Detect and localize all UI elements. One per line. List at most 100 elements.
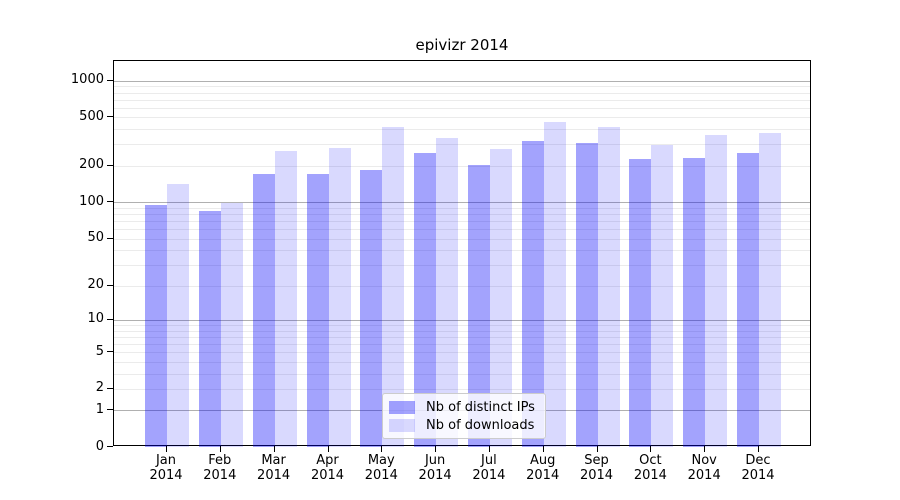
y-axis-tick-label: 100 xyxy=(79,193,104,209)
x-axis-tick-label: Dec 2014 xyxy=(741,453,775,483)
chart-title: epivizr 2014 xyxy=(415,36,509,54)
x-axis-tick xyxy=(704,446,706,452)
gridline-minor xyxy=(114,352,810,353)
y-axis-tick-label: 0 xyxy=(95,438,104,454)
bar-downloads-sep xyxy=(597,127,620,447)
gridline-minor xyxy=(114,144,810,146)
y-axis-tick xyxy=(107,446,113,447)
gridline-minor xyxy=(114,324,810,326)
gridline-minor xyxy=(114,129,810,131)
bar-distinct-ips-mar xyxy=(252,174,275,447)
y-axis-tick xyxy=(107,116,113,118)
x-axis-tick xyxy=(542,446,544,452)
gridline-minor xyxy=(114,107,810,109)
y-axis-tick-label: 2 xyxy=(95,380,104,396)
bar-distinct-ips-feb xyxy=(198,211,221,447)
x-axis-tick-label: Aug 2014 xyxy=(526,453,560,483)
x-axis-tick-label: Nov 2014 xyxy=(687,453,721,483)
bar-downloads-jun xyxy=(436,137,459,447)
x-axis-tick-label: Jun 2014 xyxy=(418,453,452,483)
legend-label-downloads: Nb of downloads xyxy=(426,418,535,433)
bar-distinct-ips-sep xyxy=(575,142,598,447)
x-axis-tick xyxy=(435,446,437,452)
bar-downloads-may xyxy=(382,126,405,447)
y-axis-tick-label: 20 xyxy=(87,277,104,293)
legend-label-distinct-ips: Nb of distinct IPs xyxy=(426,400,535,415)
x-axis-tick xyxy=(381,446,383,452)
legend-item-downloads: Nb of downloads xyxy=(389,418,537,433)
gridline-major xyxy=(114,80,810,82)
bar-downloads-nov xyxy=(705,134,728,447)
legend-item-distinct-ips: Nb of distinct IPs xyxy=(389,400,537,415)
bar-distinct-ips-oct xyxy=(629,159,652,447)
y-axis-tick-label: 1000 xyxy=(70,72,104,88)
bar-downloads-oct xyxy=(651,144,674,447)
y-axis-tick-label: 50 xyxy=(87,230,104,245)
x-axis-tick-label: Jan 2014 xyxy=(149,453,183,483)
y-axis-tick-label: 500 xyxy=(79,108,104,124)
gridline-minor xyxy=(114,92,810,94)
gridline-minor xyxy=(114,361,810,363)
x-axis-tick xyxy=(166,446,167,452)
x-axis-tick-label: Jul 2014 xyxy=(472,453,506,483)
bar-distinct-ips-dec xyxy=(737,153,759,447)
bar-distinct-ips-jan xyxy=(145,205,167,447)
gridline-minor xyxy=(114,99,810,101)
legend-swatch-downloads xyxy=(389,419,415,432)
gridline-minor xyxy=(114,238,810,240)
plot-area: Nb of distinct IPs Nb of downloads xyxy=(113,60,811,447)
bar-downloads-feb xyxy=(220,203,243,447)
y-axis-tick xyxy=(107,164,113,166)
y-axis-tick xyxy=(107,201,113,203)
gridline-minor xyxy=(114,264,810,266)
bar-distinct-ips-jul xyxy=(467,164,490,447)
gridline-minor xyxy=(114,86,810,88)
x-axis-tick xyxy=(219,446,221,452)
gridline-minor xyxy=(114,285,810,287)
gridline-minor xyxy=(114,229,810,230)
gridline-minor xyxy=(114,117,810,119)
y-axis-tick xyxy=(107,409,113,411)
bar-downloads-apr xyxy=(328,148,351,447)
bar-distinct-ips-nov xyxy=(683,157,706,447)
x-axis-tick xyxy=(758,446,759,452)
x-axis-tick xyxy=(273,446,275,452)
x-axis-tick xyxy=(327,446,329,452)
gridline-minor xyxy=(114,221,810,222)
legend: Nb of distinct IPs Nb of downloads xyxy=(382,393,546,439)
y-axis-tick-label: 200 xyxy=(79,157,104,173)
y-axis-tick xyxy=(107,351,113,352)
x-axis-tick xyxy=(488,446,490,452)
gridline-minor xyxy=(114,336,810,338)
x-axis-tick-label: Sep 2014 xyxy=(579,453,614,483)
gridline-minor xyxy=(114,207,810,209)
bar-downloads-jul xyxy=(489,149,512,447)
gridline-minor xyxy=(114,165,810,167)
x-axis-tick-label: May 2014 xyxy=(364,453,398,483)
bar-distinct-ips-apr xyxy=(306,174,329,447)
y-axis-tick xyxy=(107,387,113,389)
x-axis-tick-label: Apr 2014 xyxy=(310,453,345,483)
x-axis-tick-label: Oct 2014 xyxy=(633,453,667,483)
x-axis-tick-label: Mar 2014 xyxy=(257,453,291,483)
gridline-minor xyxy=(114,330,810,332)
x-axis-tick-label: Feb 2014 xyxy=(203,453,237,483)
y-axis-tick xyxy=(107,318,113,320)
x-axis-tick xyxy=(650,446,652,452)
y-axis-tick-label: 1 xyxy=(95,401,104,417)
bar-downloads-aug xyxy=(543,121,566,447)
y-axis-tick xyxy=(107,284,113,286)
gridline-minor xyxy=(114,388,810,390)
legend-swatch-distinct-ips xyxy=(389,401,415,414)
gridline-minor xyxy=(114,343,810,345)
bar-downloads-dec xyxy=(759,132,781,447)
y-axis-tick xyxy=(107,79,113,81)
bar-distinct-ips-jun xyxy=(414,153,437,447)
gridline-major xyxy=(114,202,810,204)
gridline-minor xyxy=(114,214,810,215)
bar-downloads-mar xyxy=(274,150,297,447)
y-axis-tick-label: 5 xyxy=(95,343,104,359)
bar-distinct-ips-may xyxy=(360,169,383,447)
gridline-minor xyxy=(114,373,810,375)
